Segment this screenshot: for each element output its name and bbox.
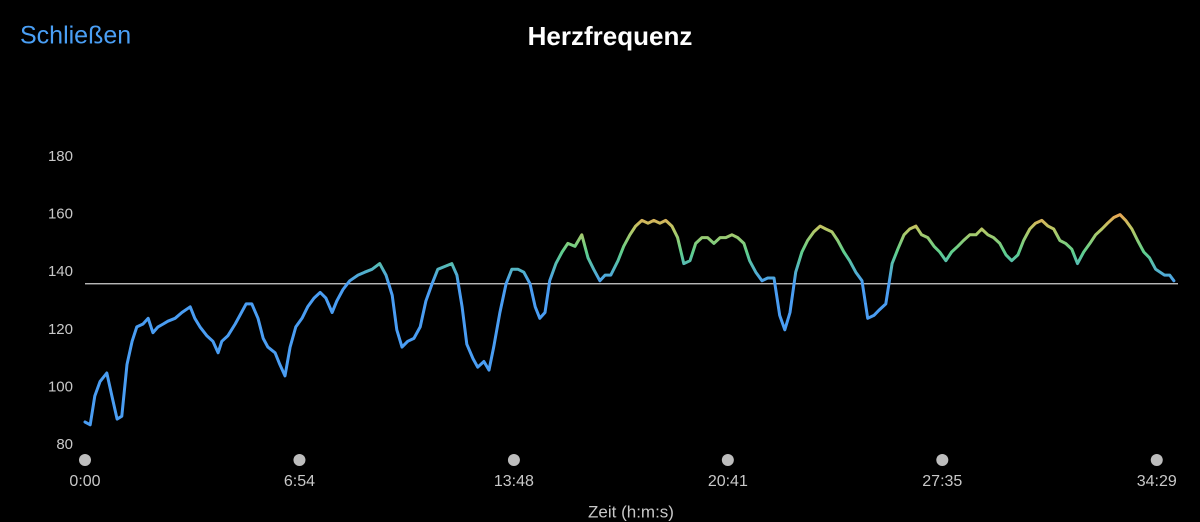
y-tick-label: 100 bbox=[48, 378, 73, 395]
x-tick-dot bbox=[721, 454, 734, 466]
y-tick-label: 120 bbox=[48, 321, 73, 338]
x-tick-dot bbox=[936, 454, 949, 466]
x-axis-label: Zeit (h:m:s) bbox=[588, 502, 674, 521]
close-button[interactable]: Schließen bbox=[20, 22, 131, 50]
y-tick-label: 160 bbox=[48, 206, 73, 223]
y-tick-label: 140 bbox=[48, 263, 73, 280]
chart-title: Herzfrequenz bbox=[528, 21, 693, 51]
x-tick-label: 6:54 bbox=[284, 473, 315, 490]
x-tick-dot bbox=[293, 454, 306, 466]
heart-rate-line bbox=[83, 213, 1176, 427]
y-tick-label: 80 bbox=[56, 436, 73, 453]
x-tick-label: 13:48 bbox=[494, 473, 534, 490]
x-tick-label: 0:00 bbox=[69, 473, 100, 490]
x-tick-label: 20:41 bbox=[708, 473, 748, 490]
x-tick-label: 34:29 bbox=[1137, 473, 1177, 490]
x-tick-dot bbox=[79, 454, 91, 466]
y-tick-label: 180 bbox=[48, 148, 73, 165]
x-tick-label: 27:35 bbox=[922, 473, 962, 490]
x-tick-dot bbox=[507, 454, 520, 466]
x-tick-dot bbox=[1150, 454, 1163, 466]
